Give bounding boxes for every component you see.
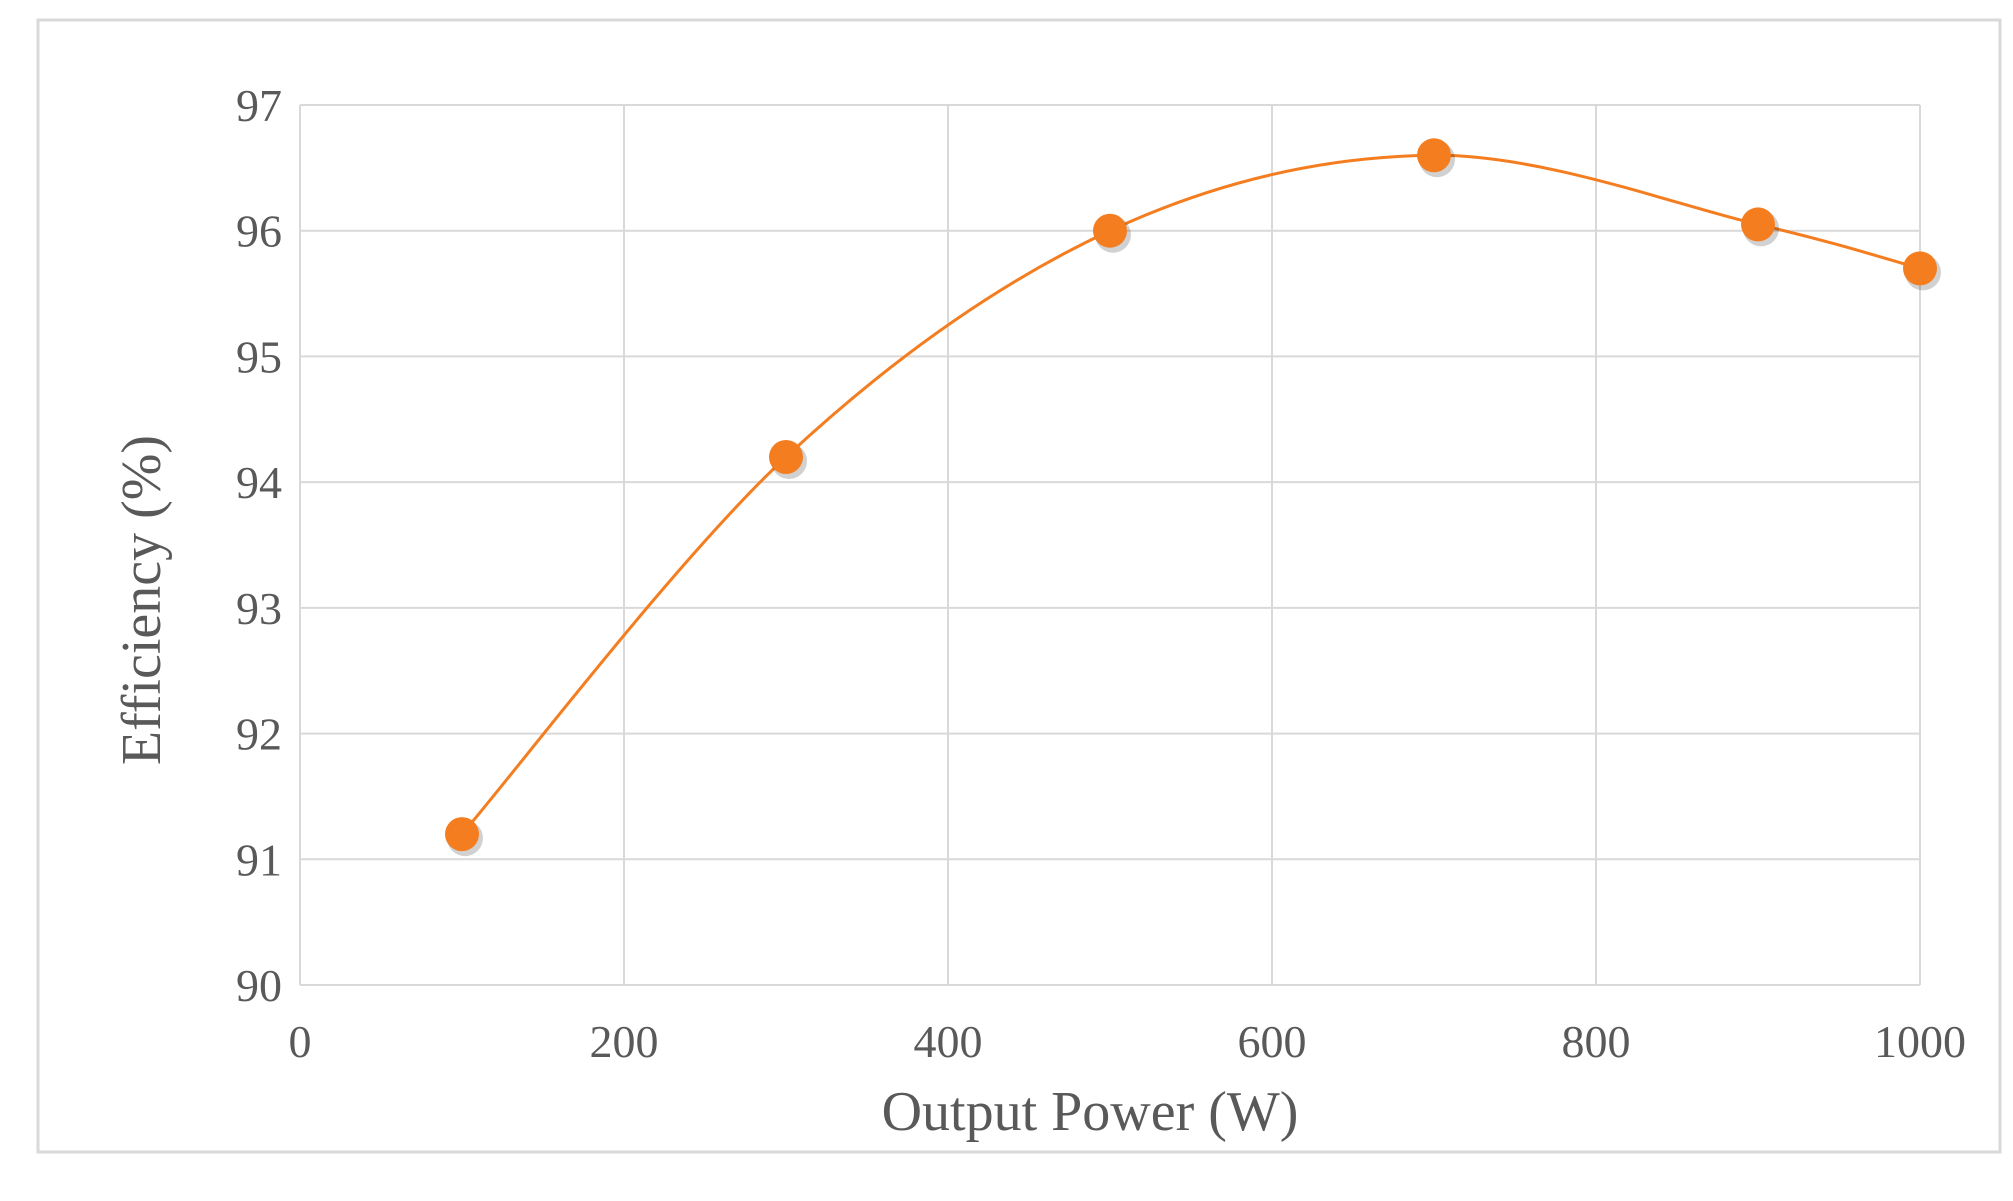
chart-border (36, 18, 2002, 1154)
data-point (1741, 207, 1775, 242)
y-tick-label: 94 (236, 457, 282, 508)
y-axis-ticks: 90 91 92 93 94 95 96 97 (236, 80, 282, 1011)
y-tick-label: 90 (236, 960, 282, 1011)
x-tick-label: 400 (914, 1016, 983, 1067)
x-tick-label: 600 (1238, 1016, 1307, 1067)
x-tick-label: 200 (590, 1016, 659, 1067)
y-axis-title: Efficiency (%) (111, 435, 173, 765)
y-tick-label: 92 (236, 709, 282, 760)
y-tick-label: 95 (236, 331, 282, 382)
data-point (1093, 213, 1127, 248)
data-point (1903, 251, 1937, 286)
data-point (769, 440, 803, 474)
grid-lines (299, 104, 1921, 986)
y-tick-label: 97 (236, 80, 282, 131)
x-tick-label: 800 (1562, 1016, 1631, 1067)
data-point (1417, 138, 1451, 173)
series-layer (445, 138, 1941, 857)
y-tick-label: 91 (236, 834, 282, 885)
y-tick-label: 96 (236, 206, 282, 257)
x-axis-title: Output Power (W) (882, 1081, 1299, 1143)
series-line (460, 153, 1921, 836)
x-tick-label: 0 (289, 1016, 312, 1067)
data-point (445, 817, 479, 852)
x-tick-label: 1000 (1874, 1016, 1966, 1067)
y-tick-label: 93 (236, 583, 282, 634)
x-axis-ticks: 0 200 400 600 800 1000 (289, 1016, 1967, 1067)
